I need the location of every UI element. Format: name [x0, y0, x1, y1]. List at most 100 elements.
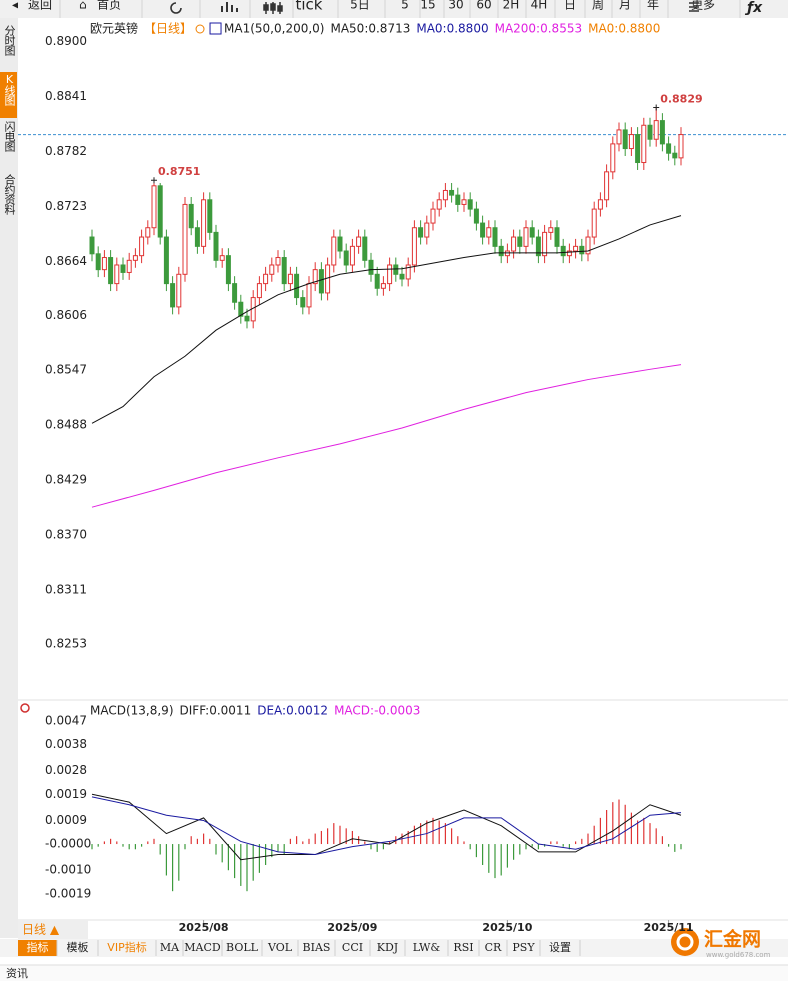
- toolbar-button[interactable]: 年: [647, 0, 659, 12]
- candle-body: [151, 185, 157, 229]
- toolbar-button[interactable]: 15: [420, 0, 435, 12]
- candle-body: [560, 245, 566, 257]
- candle-body: [368, 259, 374, 275]
- candle-body: [554, 227, 560, 247]
- y-tick-label: 0.8488: [45, 418, 87, 432]
- candle-body: [362, 236, 368, 261]
- toolbar-button[interactable]: 月: [619, 0, 631, 12]
- indicator-line: [91, 793, 682, 861]
- y-tick-label: -0.0000: [45, 837, 91, 851]
- candle-body: [641, 124, 647, 164]
- indicator-line: [91, 796, 682, 856]
- toolbar-button[interactable]: 返回: [28, 0, 52, 12]
- candle-body: [449, 189, 455, 196]
- x-tick-label: 2025/11: [644, 921, 694, 934]
- kline-icon[interactable]: [263, 2, 283, 14]
- indicator-tab[interactable]: VOL: [267, 941, 293, 954]
- candle-body: [232, 283, 238, 303]
- y-tick-label: 0.8547: [45, 363, 87, 377]
- indicator-tab-active: [18, 940, 57, 956]
- settings-icon[interactable]: [20, 703, 30, 713]
- high-label: 0.8751: [158, 165, 200, 178]
- candle-body: [480, 222, 486, 238]
- candle-body: [269, 264, 275, 275]
- candle-body: [244, 315, 250, 322]
- candle-body: [566, 250, 572, 257]
- toolbar-button[interactable]: 30: [448, 0, 463, 12]
- indicator-tab[interactable]: BOLL: [226, 941, 259, 954]
- indicator-tab[interactable]: PSY: [512, 941, 535, 954]
- y-tick-label: 0.0009: [45, 813, 87, 827]
- indicator-tab[interactable]: KDJ: [377, 941, 398, 954]
- candle-body: [430, 208, 436, 224]
- legend-icon: [209, 22, 222, 35]
- indicator-line: [91, 364, 682, 508]
- candle-body: [343, 250, 349, 266]
- candle-body: [294, 273, 300, 299]
- candle-body: [337, 236, 343, 252]
- side-tab[interactable]: 合约资料: [3, 173, 16, 216]
- candle-body: [374, 273, 380, 289]
- y-tick-label: 0.8664: [45, 254, 87, 268]
- period-tab[interactable]: 日线 ▲: [22, 923, 60, 937]
- candle-body: [356, 236, 362, 247]
- toolbar-button[interactable]: 5: [401, 0, 409, 12]
- indicator-tab[interactable]: CCI: [342, 941, 363, 954]
- y-tick-label: -0.0019: [45, 886, 91, 900]
- candle-body: [492, 227, 498, 247]
- toolbar-button[interactable]: tick: [296, 0, 323, 14]
- toolbar-button[interactable]: 更多: [691, 0, 715, 12]
- candle-body: [176, 273, 182, 308]
- candle-body: [542, 231, 548, 257]
- indicator-tab[interactable]: BIAS: [303, 941, 331, 954]
- candle-body: [387, 264, 393, 285]
- candle-body: [529, 227, 535, 238]
- candle-icon[interactable]: [221, 2, 238, 12]
- indicator-tab[interactable]: MACD: [184, 941, 221, 954]
- candle-body: [120, 264, 126, 273]
- candle-body: [207, 199, 213, 233]
- toolbar-button[interactable]: 日: [564, 0, 576, 12]
- indicator-tab[interactable]: CR: [485, 941, 502, 954]
- candle-body: [201, 199, 207, 247]
- toolbar-button[interactable]: 首页: [97, 0, 121, 12]
- side-tab[interactable]: 闪电图: [3, 120, 16, 153]
- candle-body: [132, 255, 138, 261]
- indicator-tab[interactable]: 指标: [27, 940, 49, 954]
- indicator-tab[interactable]: 设置: [549, 941, 571, 954]
- toolbar-button[interactable]: 5日: [350, 0, 370, 12]
- toolbar-button[interactable]: 60: [476, 0, 491, 12]
- candle-body: [424, 222, 430, 238]
- y-tick-label: 0.0028: [45, 763, 87, 777]
- candle-body: [436, 199, 442, 210]
- candle-body: [194, 227, 200, 247]
- logo-ring: [676, 933, 694, 951]
- candle-body: [653, 120, 659, 140]
- high-marker: [151, 177, 157, 184]
- indicator-tab[interactable]: LW&: [413, 941, 441, 954]
- fx-icon[interactable]: ƒx: [744, 0, 763, 16]
- refresh-icon[interactable]: [170, 2, 182, 14]
- y-tick-label: 0.8606: [45, 308, 87, 322]
- side-tab[interactable]: K线图: [3, 73, 16, 107]
- candle-body: [108, 257, 114, 285]
- candle-body: [399, 273, 405, 280]
- indicator-tab[interactable]: 模板: [67, 940, 89, 954]
- candle-body: [585, 236, 591, 255]
- legend-icon: [195, 24, 205, 34]
- toolbar: [0, 0, 788, 18]
- candle-body: [659, 120, 665, 145]
- footer-tab[interactable]: 资讯: [6, 967, 28, 980]
- candle-body: [672, 152, 678, 159]
- toolbar-button[interactable]: 2H: [503, 0, 520, 12]
- candle-body: [535, 236, 541, 257]
- toolbar-button[interactable]: 周: [592, 0, 604, 12]
- indicator-tab[interactable]: RSI: [453, 941, 473, 954]
- side-tab[interactable]: 分时图: [3, 25, 16, 57]
- toolbar-button[interactable]: 4H: [531, 0, 548, 12]
- indicator-tab[interactable]: VIP指标: [107, 940, 146, 954]
- candle-body: [188, 203, 194, 229]
- indicator-tab[interactable]: MA: [160, 941, 180, 954]
- high-marker: [653, 104, 660, 111]
- candle-body: [139, 236, 145, 257]
